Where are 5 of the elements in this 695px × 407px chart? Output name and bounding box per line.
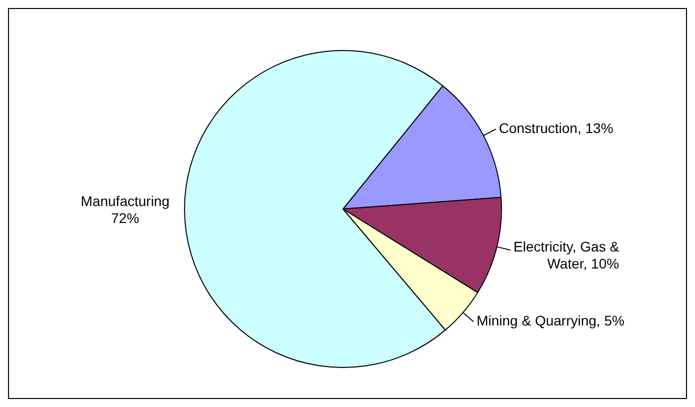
slice-label: Manufacturing <box>80 193 170 210</box>
slice-label: Mining & Quarrying, 5% <box>476 312 624 329</box>
data-label: 72% <box>111 210 140 226</box>
slice-label: Construction, 13% <box>498 120 614 136</box>
slice-label: Electricity, Gas & Water, 10% <box>514 238 620 272</box>
